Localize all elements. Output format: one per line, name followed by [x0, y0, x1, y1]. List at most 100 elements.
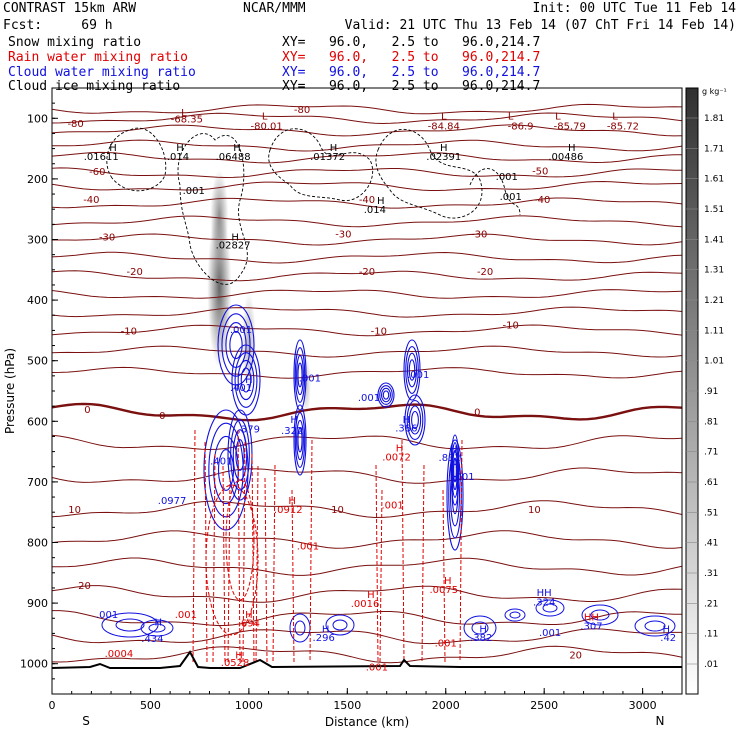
- cloud-water-contour: [634, 615, 676, 637]
- temperature-label: -85.79: [554, 122, 586, 133]
- isotherm-line: [52, 167, 682, 179]
- rain-water-contour: [309, 439, 313, 663]
- y-tick-label: 900: [27, 597, 48, 610]
- cloud-water-contour: [581, 604, 619, 626]
- cloud-water-contour: [296, 419, 304, 461]
- extremum-label: .02827: [216, 240, 251, 251]
- extremum-label: H: [245, 375, 253, 386]
- extremum-label: H: [109, 143, 117, 154]
- temperature-label: -20: [359, 267, 375, 278]
- terrain-line: [52, 650, 682, 669]
- extremum-label: .001: [500, 192, 522, 203]
- colorbar-label: .81: [704, 417, 718, 427]
- cloud-water-contour: [293, 404, 307, 476]
- temperature-label: -30: [471, 229, 487, 240]
- x-tick-label: 500: [140, 699, 161, 712]
- temperature-label: -50: [532, 166, 548, 177]
- rain-water-contour: [375, 464, 379, 663]
- isotherm-line: [52, 467, 682, 484]
- extremum-label: .832: [439, 453, 461, 464]
- y-tick-label: 200: [27, 173, 48, 186]
- extremum-label: .379: [238, 425, 260, 436]
- rain-water-contour: [192, 429, 196, 663]
- extremum-label: .0528: [221, 658, 250, 669]
- temperature-label: 10: [68, 505, 81, 516]
- rain-water-contour: [227, 477, 231, 663]
- extremum-label: .307: [580, 622, 602, 633]
- cloud-ice-contour: [375, 128, 483, 219]
- isotherm-line: [52, 289, 682, 299]
- extremum-label: .0016: [351, 599, 380, 610]
- cloud-water-contour: [449, 463, 461, 527]
- extremum-label: .001: [407, 370, 429, 381]
- x-tick-label: 0: [49, 699, 56, 712]
- y-tick-label: 700: [27, 476, 48, 489]
- isotherm-line: [52, 103, 682, 115]
- colorbar-label: .11: [704, 630, 718, 640]
- temperature-label: -10: [503, 320, 519, 331]
- cloud-water-contour: [294, 412, 306, 468]
- x-tick-label: 1000: [235, 699, 263, 712]
- colorbar-label: 1.01: [704, 357, 724, 367]
- isotherm-line: [52, 324, 682, 337]
- cloud-water-contour: [294, 620, 306, 636]
- isotherm-line: [52, 215, 682, 228]
- isotherm-line: [52, 500, 682, 519]
- cloud-water-contour: [380, 387, 392, 403]
- y-tick-label: 300: [27, 234, 48, 247]
- cloud-ice-contour: [268, 128, 374, 202]
- header-forecast: Fcst: 69 h: [3, 18, 113, 33]
- temperature-label: -10: [121, 326, 137, 337]
- colorbar-label: 1.41: [704, 235, 724, 245]
- isotherm-line: [52, 345, 682, 358]
- extremum-label: .001: [299, 374, 321, 385]
- cloud-water-contour: [542, 603, 558, 613]
- colorbar-label: 1.11: [704, 326, 724, 336]
- rain-water-contour: [401, 439, 405, 663]
- isotherm-line: [52, 402, 682, 422]
- extremum-label: .0004: [105, 649, 134, 660]
- cloud-water-contour: [446, 439, 464, 551]
- cloud-water-contour: [408, 405, 422, 435]
- isotherm-line: [52, 434, 682, 451]
- extremum-label: .001: [435, 638, 457, 649]
- rain-water-contour: [242, 441, 246, 663]
- cloud-ice-contour: [106, 127, 167, 192]
- extremum-label: HH: [537, 588, 552, 599]
- legend-rain-xy: XY= 96.0, 2.5 to 96.0,214.7: [282, 50, 541, 65]
- temperature-label: -30: [99, 232, 115, 243]
- extremum-label: H: [444, 576, 452, 587]
- y-tick-label: 500: [27, 355, 48, 368]
- isotherm-line: [52, 585, 682, 603]
- isotherm-line: [52, 270, 682, 282]
- extremum-label: H: [235, 651, 243, 662]
- colorbar-label: 1.21: [704, 296, 724, 306]
- colorbar-label: .31: [704, 569, 718, 579]
- extremum-label: H: [396, 443, 404, 454]
- extremum-label: .001: [96, 610, 118, 621]
- rain-water-contour: [291, 489, 295, 663]
- temperature-label: -20: [477, 267, 493, 278]
- rain-water-contour: [379, 489, 383, 663]
- temperature-label: -85.72: [607, 122, 639, 133]
- extremum-label: H: [377, 196, 385, 207]
- rain-water-contour: [255, 465, 259, 663]
- cloud-water-contour: [229, 330, 243, 360]
- cloud-water-contour: [297, 362, 303, 388]
- y-tick-label: 1000: [20, 658, 48, 671]
- x-tick-label: 1500: [333, 699, 361, 712]
- cloud-water-contour: [377, 382, 395, 408]
- temperature-label: -40: [83, 195, 99, 206]
- temperature-label: -40: [359, 195, 375, 206]
- cloud-water-contour: [452, 449, 458, 491]
- temperature-label: 0: [474, 408, 480, 419]
- cloud-ice-contour: [177, 133, 248, 285]
- extremum-label: .0072: [382, 452, 411, 463]
- cloud-water-contour: [463, 615, 497, 641]
- extremum-label: H: [403, 415, 411, 426]
- cloud-water-contour: [294, 347, 306, 403]
- extremum-label: H: [233, 143, 241, 154]
- rain-water-contour: [272, 464, 276, 663]
- snow-shading-upper: [210, 170, 229, 261]
